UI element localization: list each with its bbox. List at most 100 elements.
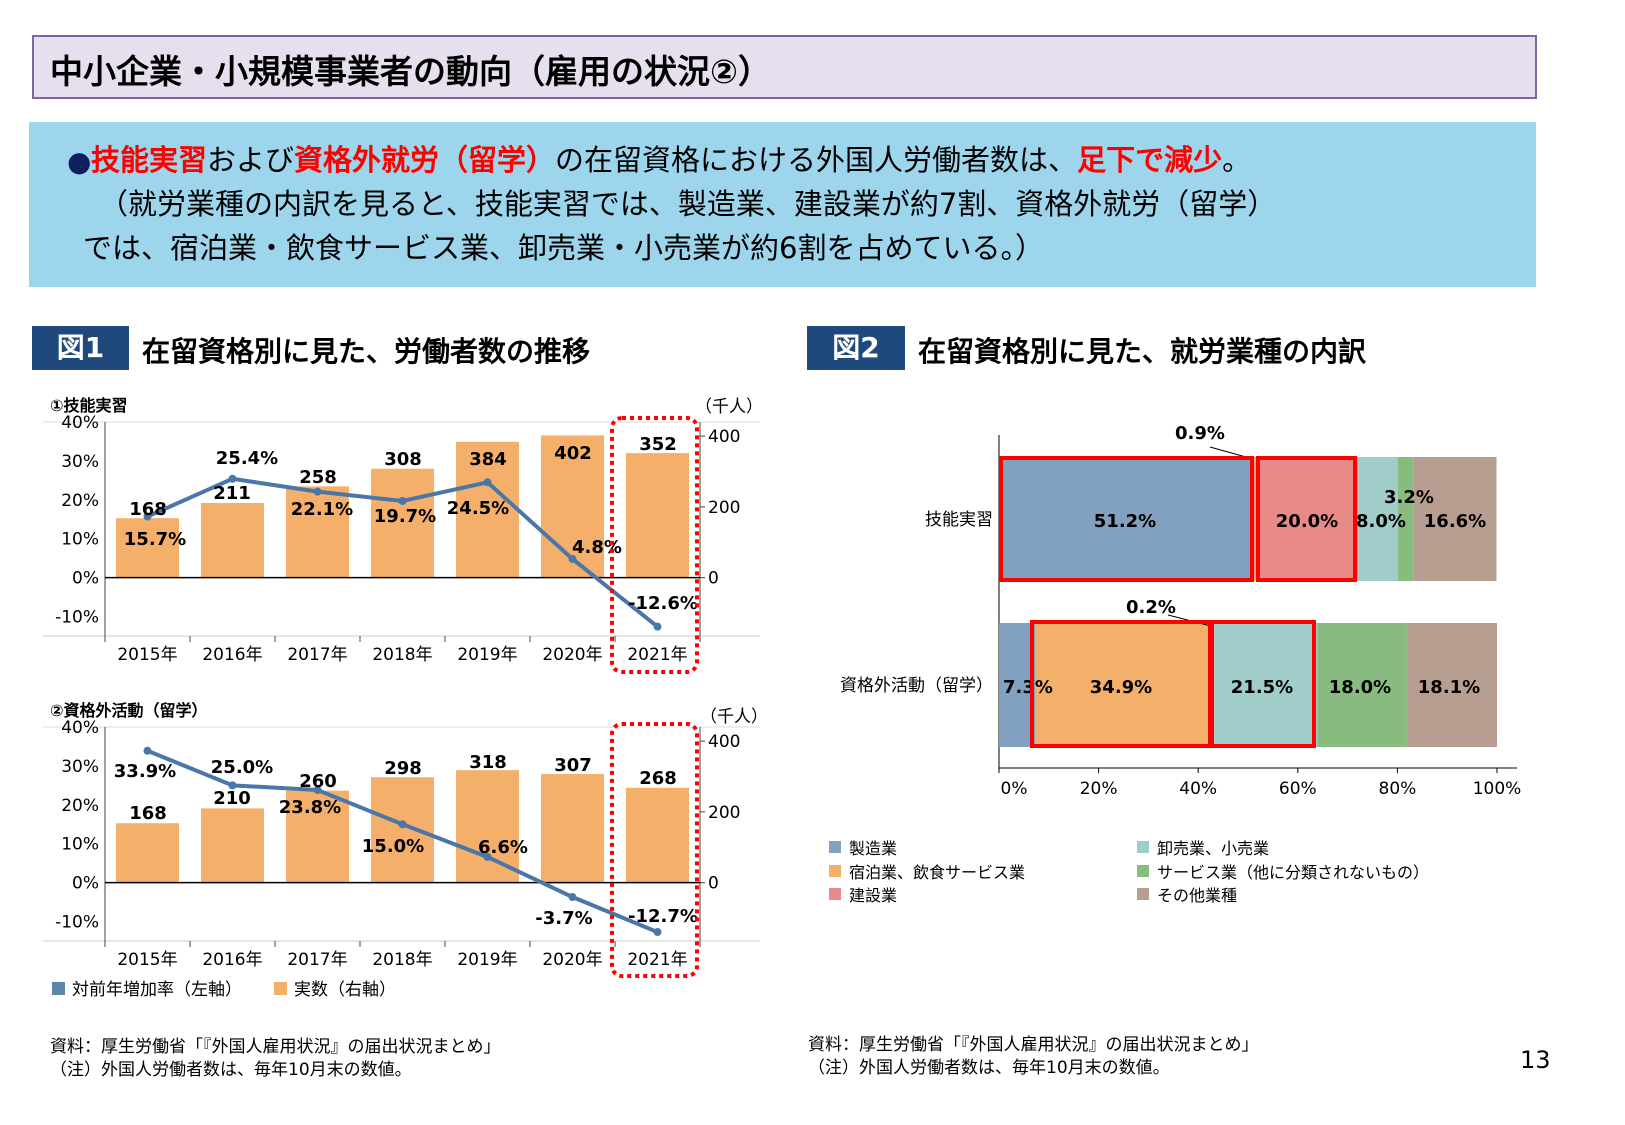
right-tick-label: 200 <box>708 803 740 823</box>
category-label: 技能実習 <box>925 510 993 530</box>
x-tick-label: 2015年 <box>117 950 177 970</box>
stacked-segment <box>999 623 1036 747</box>
right-tick-label: 0 <box>708 569 719 589</box>
rate-value-label: 19.7% <box>374 506 436 527</box>
rate-value-label: 25.4% <box>216 448 278 469</box>
chart2-unit: （千人） <box>700 707 768 727</box>
x-tick-label: 2016年 <box>202 950 262 970</box>
rate-value-label: 15.7% <box>124 529 186 550</box>
summary-segment: 。 <box>1222 143 1252 177</box>
left-tick-label: -10% <box>55 913 99 933</box>
rate-point <box>228 474 237 483</box>
summary-line-3: では、宿泊業・飲食サービス業、卸売業・小売業が約6割を占めている。） <box>83 231 1044 265</box>
segment-value-label: 3.2% <box>1384 487 1434 508</box>
page-title: 中小企業・小規模事業者の動向（雇用の状況②） <box>32 35 1537 99</box>
legend-label: 卸売業、小売業 <box>1157 839 1269 858</box>
bar <box>456 770 519 883</box>
legend-count-label: 実数（右軸） <box>294 980 396 1000</box>
page-number: 13 <box>1520 1046 1551 1074</box>
bar-value-label: 210 <box>213 788 251 809</box>
bar <box>541 774 604 883</box>
rate-point <box>483 478 492 487</box>
fig2-title: 在留資格別に見た、就労業種の内訳 <box>918 335 1367 368</box>
x-tick-label: 2021年 <box>627 645 687 665</box>
x-tick-label: 2018年 <box>372 645 432 665</box>
bar-value-label: 268 <box>639 768 677 789</box>
x-tick-label: 20% <box>1080 779 1118 799</box>
bar-value-label: 258 <box>299 467 337 488</box>
legend-rate-swatch <box>52 982 65 995</box>
x-tick-label: 2017年 <box>287 950 347 970</box>
stacked-segment <box>1258 457 1359 581</box>
highlight-2021-box <box>610 722 699 978</box>
bar <box>371 777 434 883</box>
summary-segment: の在留資格における外国人労働者数は、 <box>555 143 1078 177</box>
bar <box>201 808 264 883</box>
segment-value-label: 18.0% <box>1329 677 1391 698</box>
summary-line-1: 技能実習および資格外就労（留学）の在留資格における外国人労働者数は、足下で減少。 <box>91 138 1536 182</box>
highlight-box <box>1210 620 1316 748</box>
x-tick-label: 2020年 <box>542 950 602 970</box>
bar <box>626 453 689 578</box>
fig2-tag: 図2 <box>807 326 905 370</box>
x-tick-label: 2017年 <box>287 645 347 665</box>
rate-value-label: 22.1% <box>291 499 353 520</box>
bar <box>541 435 604 578</box>
category-label: 資格外活動（留学） <box>840 676 993 696</box>
legend-label: サービス業（他に分類されないもの） <box>1157 863 1429 882</box>
right-tick-label: 400 <box>708 732 740 752</box>
bar <box>116 823 179 883</box>
x-tick-label: 60% <box>1279 779 1317 799</box>
summary-segment: および <box>207 143 295 177</box>
x-tick-label: 2015年 <box>117 645 177 665</box>
rate-point <box>313 786 322 795</box>
x-tick-label: 2019年 <box>457 645 517 665</box>
legend-count-swatch <box>274 982 287 995</box>
chart1-unit: （千人） <box>695 397 763 417</box>
highlight-box <box>999 456 1254 582</box>
x-tick-label: 2018年 <box>372 950 432 970</box>
summary-line-2: （就労業種の内訳を見ると、技能実習では、製造業、建設業が約7割、資格外就労（留学… <box>99 187 1277 221</box>
rate-point <box>398 820 407 829</box>
rate-value-label: 6.6% <box>478 837 528 858</box>
bar-value-label: 384 <box>469 449 507 470</box>
legend-swatch <box>1137 888 1149 900</box>
x-tick-label: 40% <box>1179 779 1217 799</box>
summary-segment: 資格外就労（留学） <box>294 143 556 177</box>
summary-segment: 足下で減少 <box>1077 143 1223 177</box>
segment-value-label: 0.9% <box>1175 423 1225 444</box>
segment-value-label: 51.2% <box>1094 511 1156 532</box>
left-tick-label: 10% <box>61 835 99 855</box>
summary-box: ● 技能実習および資格外就労（留学）の在留資格における外国人労働者数は、足下で減… <box>29 122 1536 287</box>
x-tick-label: 80% <box>1379 779 1417 799</box>
fig1-title: 在留資格別に見た、労働者数の推移 <box>142 335 591 368</box>
chart1-subtitle: ①技能実習 <box>50 396 128 415</box>
source-left: 資料：厚生労働省「『外国人雇用状況』の届出状況まとめ」 （注）外国人労働者数は、… <box>50 1036 501 1082</box>
note-right-line: （注）外国人労働者数は、毎年10月末の数値。 <box>808 1058 1170 1078</box>
bar-value-label: 168 <box>129 499 167 520</box>
rate-point <box>653 622 662 631</box>
bar-value-label: 307 <box>554 755 592 776</box>
bar-value-label: 298 <box>384 758 422 779</box>
right-tick-label: 200 <box>708 498 740 518</box>
segment-value-label: 7.3% <box>1003 677 1053 698</box>
source-right: 資料：厚生労働省「『外国人雇用状況』の届出状況まとめ」 （注）外国人労働者数は、… <box>808 1034 1259 1080</box>
highlight-box <box>1256 456 1357 582</box>
rate-point <box>483 852 492 861</box>
chart2-subtitle: ②資格外活動（留学） <box>50 701 208 720</box>
segment-value-label: 16.6% <box>1424 511 1486 532</box>
rate-point <box>143 746 152 755</box>
stacked-segment <box>1210 623 1318 747</box>
rate-point <box>398 496 407 505</box>
legend-swatch <box>829 865 841 877</box>
left-tick-label: 30% <box>61 452 99 472</box>
segment-value-label: 21.5% <box>1231 677 1293 698</box>
x-tick-label: 0% <box>1001 779 1028 799</box>
rate-point <box>568 554 577 563</box>
legend-swatch <box>1137 865 1149 877</box>
right-tick-label: 400 <box>708 427 740 447</box>
x-tick-label: 2016年 <box>202 645 262 665</box>
rate-value-label: -12.6% <box>628 593 698 614</box>
bar <box>371 468 434 578</box>
